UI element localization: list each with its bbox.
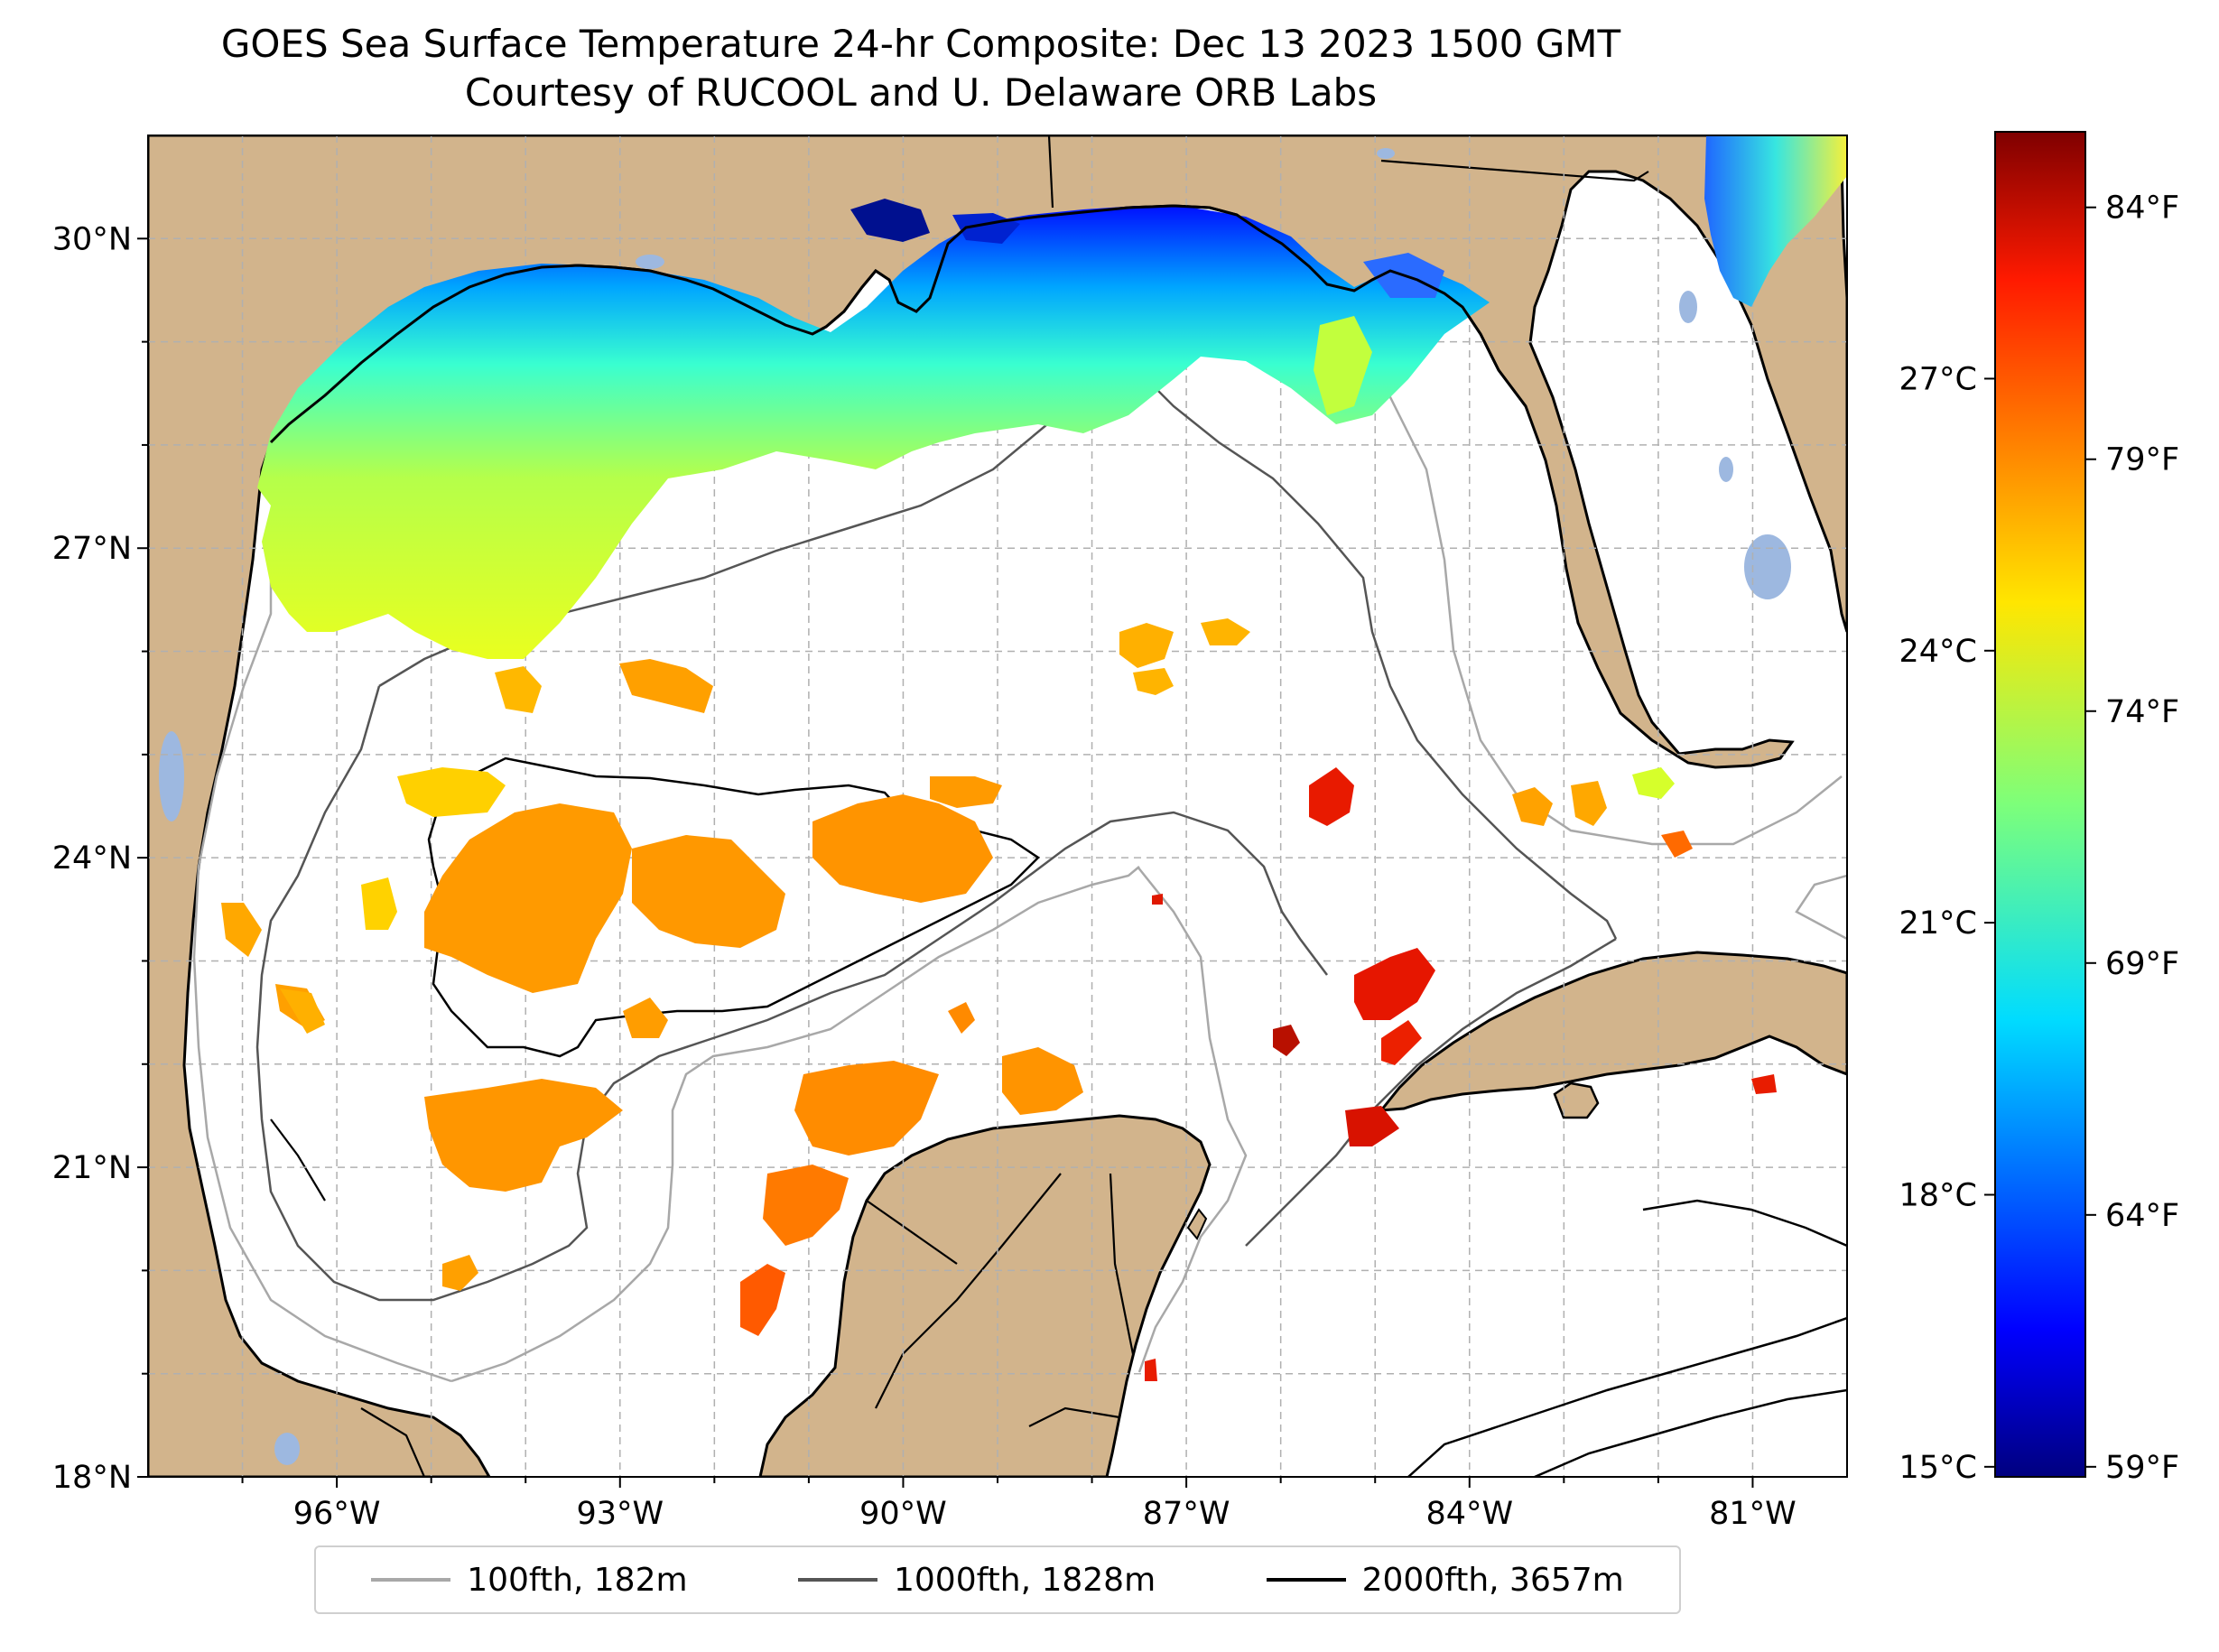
legend-item-2000fth: 2000fth, 3657m <box>1266 1561 1624 1599</box>
lon-tick-label: 96°W <box>293 1496 381 1532</box>
sst-warm-patch <box>1002 1047 1083 1115</box>
sst-hot-patch <box>1152 894 1163 905</box>
sst-warm-patch <box>1133 668 1174 695</box>
sst-warm-patch <box>1201 618 1250 645</box>
bathymetry-legend: 100fth, 182m 1000fth, 1828m 2000fth, 365… <box>314 1545 1681 1614</box>
sst-hot-patch <box>1354 948 1435 1020</box>
sst-hot-patch <box>1309 767 1354 826</box>
lon-tick-label: 93°W <box>576 1496 664 1532</box>
sst-warm-patch <box>948 1002 975 1034</box>
sst-warm-patch <box>442 1255 478 1291</box>
sst-hot-patch <box>1273 1025 1300 1056</box>
latitude-axis: 18°N 21°N 24°N 27°N 30°N <box>52 221 148 1496</box>
sst-warm-patch <box>397 767 506 817</box>
fahrenheit-tick-label: 74°F <box>2105 694 2179 730</box>
legend-label: 1000fth, 1828m <box>893 1561 1156 1599</box>
fahrenheit-tick-label: 79°F <box>2105 442 2179 478</box>
sst-warm-patch <box>1119 623 1174 668</box>
legend-item-100fth: 100fth, 182m <box>371 1561 688 1599</box>
fahrenheit-tick-label: 64°F <box>2105 1198 2179 1234</box>
colorbar-fahrenheit-axis: 59°F 64°F 69°F 74°F 79°F 84°F <box>2085 190 2179 1486</box>
legend-line-100fth <box>371 1578 451 1582</box>
lat-tick-label: 21°N <box>52 1150 132 1186</box>
gulf-coastline <box>269 204 1527 444</box>
lat-tick-label: 24°N <box>52 840 132 877</box>
sst-warm-patch <box>361 877 397 930</box>
contour-2000fth-line <box>427 756 1847 1477</box>
sst-florida-patch <box>1314 316 1372 415</box>
lon-tick-label: 84°W <box>1425 1496 1513 1532</box>
legend-label: 2000fth, 3657m <box>1361 1561 1624 1599</box>
lat-tick-label: 18°N <box>52 1460 132 1496</box>
sst-warm-patch <box>424 803 632 993</box>
sst-warm-patch <box>619 659 713 713</box>
legend-line-1000fth <box>797 1578 877 1582</box>
sst-warm-patch <box>1512 787 1553 826</box>
sst-warm-patch <box>495 666 542 713</box>
legend-line-2000fth <box>1266 1578 1346 1582</box>
sst-warm-patch <box>794 1061 939 1155</box>
sst-hot-patch <box>1145 1359 1157 1381</box>
map-subtitle: Courtesy of RUCOOL and U. Delaware ORB L… <box>464 70 1378 115</box>
inland-water-bodies <box>159 148 1791 1465</box>
longitude-axis: 96°W 93°W 90°W 87°W 84°W 81°W <box>241 1477 1797 1532</box>
fahrenheit-tick-label: 69°F <box>2105 946 2179 982</box>
political-borders <box>270 135 1649 1477</box>
sst-warm-patch <box>221 903 262 957</box>
celsius-tick-label: 24°C <box>1899 634 1977 670</box>
sst-hot-patch <box>1751 1074 1777 1094</box>
legend-item-1000fth: 1000fth, 1828m <box>797 1561 1156 1599</box>
celsius-tick-label: 15°C <box>1899 1450 1977 1486</box>
sst-warm-patch <box>1571 781 1607 826</box>
fahrenheit-tick-label: 59°F <box>2105 1450 2179 1486</box>
yucatan-peninsula-land <box>758 1114 1212 1477</box>
colorbar-scale <box>1994 131 2086 1478</box>
sst-warm-patch <box>1661 831 1693 858</box>
legend-label: 100fth, 182m <box>467 1561 688 1599</box>
isle-of-youth-land <box>1553 1081 1600 1119</box>
sst-northern-shelf-cool <box>257 206 1490 659</box>
celsius-tick-label: 18°C <box>1899 1177 1977 1213</box>
sst-warm-patch <box>763 1165 849 1246</box>
cuba-land <box>1378 951 1847 1112</box>
sst-warm-patch <box>1632 767 1675 799</box>
sst-warm-patch <box>812 794 993 903</box>
celsius-tick-label: 27°C <box>1899 361 1977 397</box>
map-title: GOES Sea Surface Temperature 24-hr Compo… <box>220 22 1621 66</box>
lat-tick-label: 27°N <box>52 531 132 567</box>
lat-tick-label: 30°N <box>52 221 132 257</box>
sst-warm-patch <box>280 988 325 1034</box>
sst-warm-patch <box>632 835 785 948</box>
sst-dark-blue-bay <box>850 199 930 242</box>
sst-florida-panhandle-cool <box>1704 135 1847 307</box>
celsius-tick-label: 21°C <box>1899 905 1977 942</box>
sst-warm-patch <box>740 1264 785 1336</box>
lon-tick-label: 87°W <box>1143 1496 1230 1532</box>
cozumel-land <box>1186 1208 1208 1240</box>
sst-hot-patch <box>1381 1020 1422 1065</box>
sst-warm-patch <box>424 1079 623 1192</box>
sst-hot-patch <box>1345 1106 1399 1146</box>
fahrenheit-tick-label: 84°F <box>2105 190 2179 227</box>
sst-warm-patch <box>930 776 1002 808</box>
lon-tick-label: 90°W <box>859 1496 947 1532</box>
sst-warm-patch <box>623 998 668 1038</box>
lon-tick-label: 81°W <box>1709 1496 1797 1532</box>
colorbar-celsius-axis: 15°C 18°C 21°C 24°C 27°C <box>1899 361 1995 1486</box>
